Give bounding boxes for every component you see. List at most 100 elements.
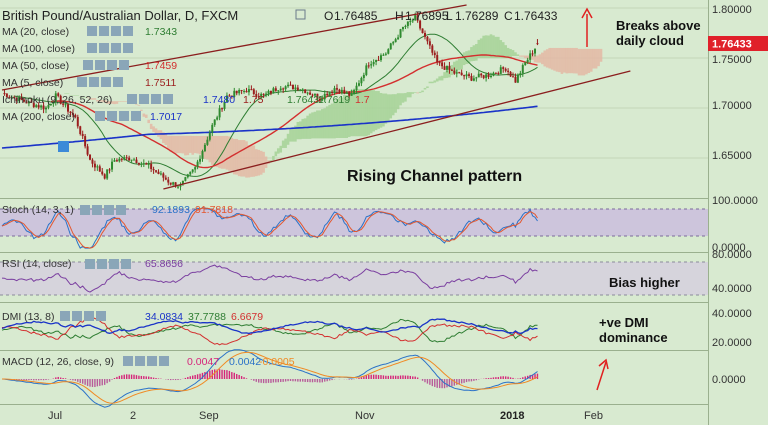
close-icon[interactable] <box>107 60 117 70</box>
study-buttons[interactable] <box>127 94 173 104</box>
settings-icon[interactable] <box>89 77 99 87</box>
more-icon[interactable] <box>159 356 169 366</box>
close-icon[interactable] <box>147 356 157 366</box>
eye-icon[interactable] <box>127 94 137 104</box>
cloud-segment <box>431 81 434 84</box>
last-price-tag <box>708 36 768 51</box>
more-icon[interactable] <box>163 94 173 104</box>
more-icon[interactable] <box>121 259 131 269</box>
candle-body <box>384 53 387 55</box>
cloud-segment <box>88 98 92 100</box>
eye-icon[interactable] <box>83 60 93 70</box>
close-icon[interactable] <box>101 77 111 87</box>
cloud-segment <box>144 114 148 118</box>
pane-buttons[interactable] <box>80 205 126 215</box>
pane-buttons[interactable] <box>60 311 106 321</box>
price-axis[interactable]: 1.80000 1.75000 1.70000 1.65000 1.76433 … <box>708 4 768 386</box>
cloud-segment <box>311 112 314 139</box>
cloud-segment <box>186 135 190 156</box>
macd-pane[interactable] <box>1 349 539 408</box>
macd-legend[interactable]: MACD (12, 26, close, 9) 0.0047 0.0042 -0… <box>2 356 295 368</box>
cloud-segment <box>589 48 593 72</box>
more-icon[interactable] <box>96 311 106 321</box>
study-buttons[interactable] <box>83 60 129 70</box>
candle-body <box>23 99 26 102</box>
study-ma5[interactable]: MA (5, close) 1.7511 <box>2 77 176 89</box>
more-icon[interactable] <box>123 43 133 53</box>
settings-icon[interactable] <box>135 356 145 366</box>
cloud-segment <box>391 94 395 116</box>
candle-body <box>54 93 57 102</box>
more-icon[interactable] <box>113 77 123 87</box>
study-ichimoku[interactable]: Ichimoku (9, 26, 52, 26) 1.7480 1.75 1.7… <box>2 94 370 106</box>
study-buttons[interactable] <box>77 77 123 87</box>
cloud-segment <box>426 86 429 88</box>
pane-label: RSI (14, close) <box>2 258 71 270</box>
study-ma20[interactable]: MA (20, close) 1.7343 <box>2 26 177 38</box>
settings-icon[interactable] <box>99 26 109 36</box>
more-icon[interactable] <box>123 26 133 36</box>
close-icon[interactable] <box>104 205 114 215</box>
eye-icon[interactable] <box>87 43 97 53</box>
dmi-legend[interactable]: DMI (13, 8) 34.0834 37.7788 6.6679 <box>2 311 263 323</box>
more-icon[interactable] <box>116 205 126 215</box>
rsi-legend[interactable]: RSI (14, close) 65.8656 <box>2 258 183 270</box>
cloud-segment <box>389 94 393 119</box>
settings-icon[interactable] <box>139 94 149 104</box>
chart-legend[interactable]: British Pound/Australian Dollar, D, FXCM… <box>2 8 558 152</box>
cloud-segment <box>587 48 591 74</box>
close-icon[interactable] <box>84 311 94 321</box>
candle-body <box>480 73 483 76</box>
settings-icon[interactable] <box>92 205 102 215</box>
eye-icon[interactable] <box>87 26 97 36</box>
more-icon[interactable] <box>131 111 141 121</box>
candle-body <box>289 84 292 86</box>
study-buttons[interactable] <box>95 111 141 121</box>
cloud-segment <box>504 45 507 59</box>
more-icon[interactable] <box>119 60 129 70</box>
pane-buttons[interactable] <box>123 356 169 366</box>
visibility-icon[interactable] <box>295 9 306 20</box>
close-icon[interactable] <box>151 94 161 104</box>
candle-body <box>472 78 475 81</box>
eye-icon[interactable] <box>80 205 90 215</box>
moving-averages <box>1 33 538 177</box>
candle-body <box>96 166 99 168</box>
macd-arrow <box>596 361 607 391</box>
study-ma100[interactable]: MA (100, close) <box>2 43 133 55</box>
candle-body <box>375 59 378 63</box>
study-ma200[interactable]: MA (200, close) 1.7017 <box>2 111 182 123</box>
cloud-segment <box>152 126 155 132</box>
eye-icon[interactable] <box>95 111 105 121</box>
candle-body <box>504 68 507 71</box>
pane-buttons[interactable] <box>85 259 131 269</box>
collapse-legend-icon[interactable] <box>58 141 69 152</box>
main-pane[interactable] <box>0 4 708 191</box>
candle-body <box>272 88 275 94</box>
cloud-segment <box>550 47 554 70</box>
eye-icon[interactable] <box>85 259 95 269</box>
settings-icon[interactable] <box>72 311 82 321</box>
time-axis[interactable]: Jul 2 Sep Nov 2018 Feb <box>48 410 603 422</box>
settings-icon[interactable] <box>97 259 107 269</box>
eye-icon[interactable] <box>77 77 87 87</box>
eye-icon[interactable] <box>60 311 70 321</box>
study-buttons[interactable] <box>87 43 133 53</box>
settings-icon[interactable] <box>95 60 105 70</box>
study-ma50[interactable]: MA (50, close) 1.7459 <box>2 60 177 72</box>
ohlc-close-key: C <box>504 9 513 23</box>
eye-icon[interactable] <box>123 356 133 366</box>
close-icon[interactable] <box>109 259 119 269</box>
study-buttons[interactable] <box>87 26 133 36</box>
close-icon[interactable] <box>111 26 121 36</box>
cloud-segment <box>272 155 275 161</box>
candle-body <box>225 95 228 102</box>
candle-body <box>333 88 336 93</box>
close-icon[interactable] <box>111 43 121 53</box>
stoch-legend[interactable]: Stoch (14, 3, 1) 92.1893 91.7818 <box>2 204 233 216</box>
cloud-segment <box>225 135 229 170</box>
close-icon[interactable] <box>119 111 129 121</box>
settings-icon[interactable] <box>99 43 109 53</box>
settings-icon[interactable] <box>107 111 117 121</box>
